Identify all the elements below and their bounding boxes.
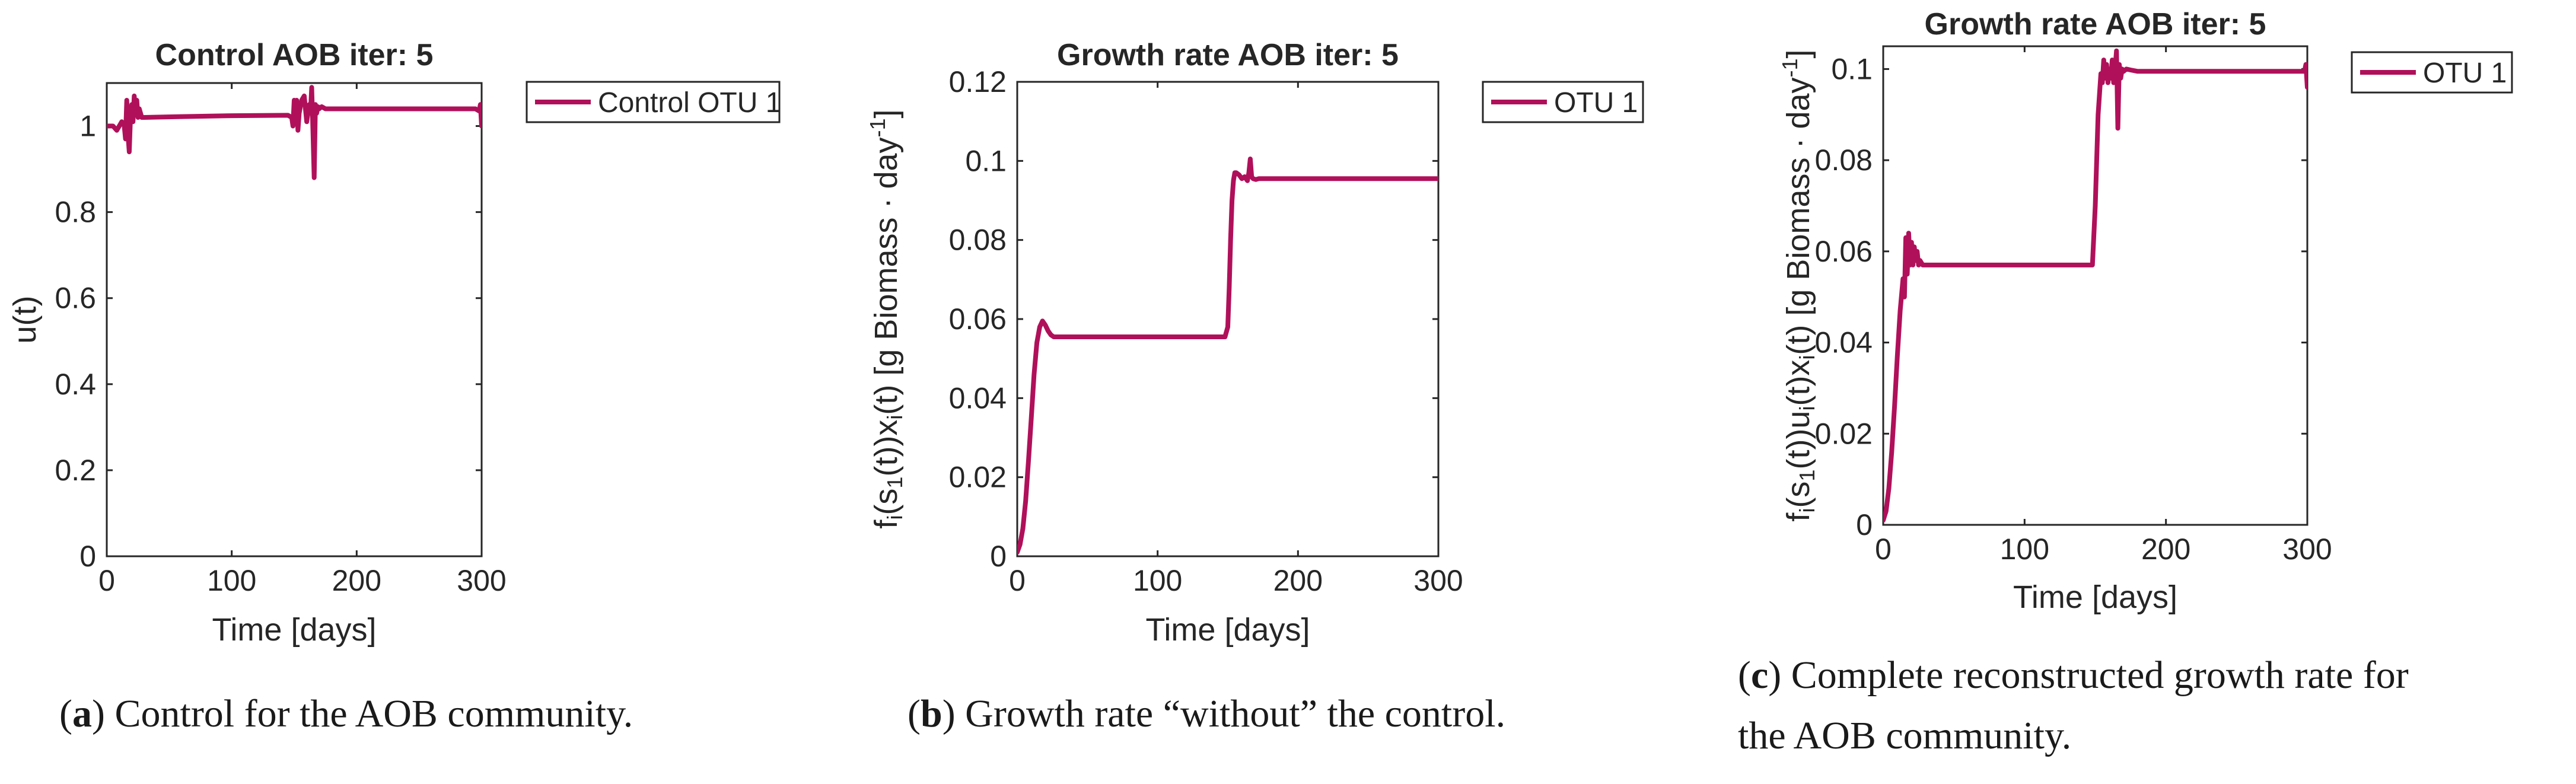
y-axis-label-part: i xyxy=(1795,508,1819,513)
y-axis-label-part: 1 xyxy=(883,477,907,489)
chart-title: Growth rate AOB iter: 5 xyxy=(1925,7,2266,42)
y-axis-label-part: (t) [g Biomass · day xyxy=(1781,77,1816,355)
legend-label: Control OTU 1 xyxy=(598,87,781,119)
caption-text: ) Growth rate “without” the control. xyxy=(942,692,1505,735)
x-axis-label: Time [days] xyxy=(1145,612,1310,648)
y-axis-label-part: i xyxy=(1795,406,1819,411)
x-axis-label: Time [days] xyxy=(212,612,376,648)
y-axis-label-part: (s xyxy=(1781,482,1816,508)
chart-b: 0 100 200 300 0 0.02 0.04 0.06 0.08 0.1 0.12 Growth… xyxy=(865,38,1644,735)
y-axis-label-part: (t))u xyxy=(1781,411,1816,470)
y-tick-label: 0.1 xyxy=(1831,52,1873,85)
caption-paren: ( xyxy=(908,692,921,735)
y-tick-label: 0.08 xyxy=(949,224,1007,257)
y-tick-label: 0.08 xyxy=(1815,144,1873,177)
y-axis-label-part: 1 xyxy=(1795,470,1819,482)
chart-title: Growth rate AOB iter: 5 xyxy=(1057,38,1399,72)
caption-label: a xyxy=(72,692,92,735)
x-tick-label: 200 xyxy=(2141,533,2190,566)
y-axis-label-part: (s xyxy=(868,489,904,515)
y-axis-label-part: -1 xyxy=(1778,58,1802,77)
caption-paren: ( xyxy=(59,692,72,735)
y-tick-label: 0.06 xyxy=(949,302,1007,336)
legend-label: OTU 1 xyxy=(2423,58,2507,89)
y-axis-label: u(t) xyxy=(7,296,43,344)
y-tick-label: 0.1 xyxy=(965,144,1007,177)
legend: OTU 1 xyxy=(2351,51,2513,94)
y-axis-label-part: f xyxy=(1781,512,1816,522)
y-tick-label: 0.04 xyxy=(1815,326,1873,359)
y-axis-label: fi(s1(t))xi(t) [g Biomass · day-1] xyxy=(865,109,907,528)
caption: (c) Complete reconstructed growth rate f… xyxy=(1738,654,2409,697)
y-tick-label: 0 xyxy=(79,540,96,573)
chart-c: 0 100 200 300 0 0.02 0.04 0.06 0.08 0.1 Growth rat… xyxy=(1738,7,2513,757)
x-axis-label: Time [days] xyxy=(2013,579,2177,615)
y-axis-label-part: f xyxy=(868,520,904,529)
y-tick-label: 0.12 xyxy=(949,65,1007,98)
y-axis-label-part: -1 xyxy=(865,118,890,137)
caption-paren: ( xyxy=(1738,654,1751,697)
x-tick-label: 100 xyxy=(207,564,256,597)
y-tick-label: 0.2 xyxy=(55,454,96,487)
y-axis-label-part: ] xyxy=(868,109,904,118)
caption: (a) Control for the AOB community. xyxy=(59,692,633,735)
y-tick-label: 0 xyxy=(990,540,1007,573)
x-tick-label: 200 xyxy=(332,564,381,597)
caption-text: ) Control for the AOB community. xyxy=(92,692,633,735)
x-tick-label: 200 xyxy=(1273,564,1323,597)
caption-label: b xyxy=(921,692,942,735)
caption: (b) Growth rate “without” the control. xyxy=(908,692,1505,735)
y-tick-label: 0.6 xyxy=(55,282,96,315)
plot-area xyxy=(106,82,483,557)
y-tick-label: 0.02 xyxy=(949,461,1007,494)
x-tick-label: 100 xyxy=(2000,533,2049,566)
x-tick-label: 0 xyxy=(1875,533,1892,566)
chart-title: Control AOB iter: 5 xyxy=(155,38,434,72)
x-tick-label: 300 xyxy=(457,564,506,597)
y-tick-label: 0.4 xyxy=(55,368,96,401)
y-axis-label-part: (t)x xyxy=(1781,360,1816,406)
x-tick-label: 100 xyxy=(1133,564,1182,597)
x-tick-label: 0 xyxy=(1009,564,1026,597)
y-axis-label-part: ] xyxy=(1781,49,1816,58)
x-tick-label: 0 xyxy=(98,564,115,597)
x-tick-label: 300 xyxy=(2282,533,2332,566)
y-tick-label: 1 xyxy=(79,110,96,143)
legend-label: OTU 1 xyxy=(1554,87,1638,119)
y-axis-label: fi(s1(t))ui(t)xi(t) [g Biomass · day-1] xyxy=(1778,49,1819,521)
series-line-otu-1 xyxy=(1883,48,2307,523)
y-tick-label: 0.06 xyxy=(1815,235,1873,268)
caption-line-2: the AOB community. xyxy=(1738,714,2071,757)
legend: Control OTU 1 xyxy=(526,81,781,123)
y-tick-label: 0 xyxy=(1856,508,1873,541)
legend-box xyxy=(2351,51,2513,94)
y-tick-label: 0.8 xyxy=(55,196,96,229)
series-line-control-otu-1 xyxy=(107,85,482,180)
y-axis-label-part: i xyxy=(883,515,907,520)
y-tick-label: 0.02 xyxy=(1815,417,1873,450)
y-axis-label-part: (t))x xyxy=(868,420,904,477)
y-axis-label-part: i xyxy=(883,415,907,420)
chart-a: 0 100 200 300 0 0.2 0.4 0.6 0.8 1 Control AOB iter… xyxy=(7,38,781,735)
legend: OTU 1 xyxy=(1482,81,1644,123)
x-tick-label: 300 xyxy=(1413,564,1463,597)
caption-text: ) Complete reconstructed growth rate for xyxy=(1768,654,2408,697)
plot-area xyxy=(1882,45,2308,526)
caption-label: c xyxy=(1751,654,1768,697)
y-axis-label-part: i xyxy=(1795,355,1819,360)
y-tick-label: 0.04 xyxy=(949,381,1007,415)
y-axis-label-part: (t) [g Biomass · day xyxy=(868,137,904,415)
series-line-otu-1 xyxy=(1017,157,1438,555)
